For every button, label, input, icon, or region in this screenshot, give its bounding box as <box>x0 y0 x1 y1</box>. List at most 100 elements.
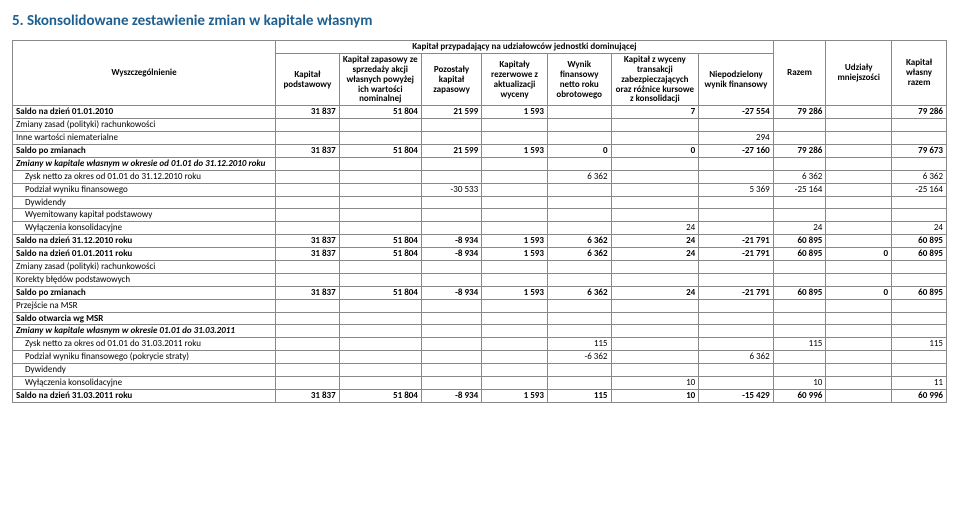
cell: 31 837 <box>276 286 340 299</box>
table-row: Zysk netto za okres od 01.01 do 31.12.20… <box>13 170 947 183</box>
cell <box>699 299 774 312</box>
cell: 1 593 <box>482 286 548 299</box>
cell <box>611 196 699 209</box>
cell <box>611 183 699 196</box>
row-label: Podział wyniku finansowego (pokrycie str… <box>13 351 276 364</box>
cell <box>547 196 611 209</box>
cell <box>421 222 481 235</box>
cell <box>699 157 774 170</box>
row-label: Zmiany zasad (polityki) rachunkowości <box>13 261 276 274</box>
cell <box>339 351 421 364</box>
cell: 1 593 <box>482 106 548 119</box>
table-row: Podział wyniku finansowego (pokrycie str… <box>13 351 947 364</box>
cell <box>339 196 421 209</box>
cell: -8 934 <box>421 248 481 261</box>
cell <box>339 261 421 274</box>
header-col-3: Pozostały kapitał zapasowy <box>421 53 481 105</box>
cell <box>826 145 892 158</box>
cell <box>547 261 611 274</box>
cell: 60 895 <box>892 235 947 248</box>
cell: 10 <box>611 389 699 402</box>
header-col-0: Wyszczególnienie <box>13 41 276 106</box>
cell <box>482 209 548 222</box>
row-label: Saldo po zmianach <box>13 145 276 158</box>
table-row: Saldo po zmianach31 83751 804-8 9341 593… <box>13 286 947 299</box>
cell <box>339 364 421 377</box>
cell: 60 895 <box>773 248 826 261</box>
row-label: Wyemitowany kapitał podstawowy <box>13 209 276 222</box>
row-label: Saldo na dzień 31.12.2010 roku <box>13 235 276 248</box>
cell: 1 593 <box>482 145 548 158</box>
cell <box>826 312 892 325</box>
cell <box>773 351 826 364</box>
cell <box>276 157 340 170</box>
cell <box>826 389 892 402</box>
cell: 0 <box>826 286 892 299</box>
cell <box>611 170 699 183</box>
cell <box>276 119 340 132</box>
cell <box>773 273 826 286</box>
cell <box>826 377 892 390</box>
cell <box>482 299 548 312</box>
table-row: Saldo na dzień 31.12.2010 roku31 83751 8… <box>13 235 947 248</box>
table-row: Saldo po zmianach31 83751 80421 5991 593… <box>13 145 947 158</box>
cell: 6 362 <box>699 351 774 364</box>
cell <box>482 196 548 209</box>
cell <box>547 325 611 338</box>
cell <box>547 106 611 119</box>
cell <box>611 299 699 312</box>
cell <box>892 299 947 312</box>
table-row: Zmiany w kapitale własnym w okresie 01.0… <box>13 325 947 338</box>
cell <box>699 273 774 286</box>
cell: 51 804 <box>339 235 421 248</box>
cell: -21 791 <box>699 248 774 261</box>
cell <box>276 209 340 222</box>
cell: 7 <box>611 106 699 119</box>
cell <box>699 338 774 351</box>
cell <box>276 377 340 390</box>
cell <box>482 351 548 364</box>
table-row: Saldo na dzień 31.03.2011 roku31 83751 8… <box>13 389 947 402</box>
header-col-4: Kapitały rezerwowe z aktualizacji wyceny <box>482 53 548 105</box>
table-row: Dywidendy <box>13 196 947 209</box>
row-label: Zysk netto za okres od 01.01 do 31.03.20… <box>13 338 276 351</box>
cell: 115 <box>892 338 947 351</box>
cell <box>547 183 611 196</box>
cell <box>339 299 421 312</box>
table-body: Saldo na dzień 01.01.201031 83751 80421 … <box>13 106 947 402</box>
cell <box>826 170 892 183</box>
cell <box>826 235 892 248</box>
table-row: Saldo na dzień 01.01.201031 83751 80421 … <box>13 106 947 119</box>
cell <box>773 261 826 274</box>
cell <box>276 351 340 364</box>
cell <box>611 209 699 222</box>
row-label: Korekty błędów podstawowych <box>13 273 276 286</box>
row-label: Inne wartości niematerialne <box>13 132 276 145</box>
cell: 0 <box>826 248 892 261</box>
cell <box>421 119 481 132</box>
cell <box>892 364 947 377</box>
cell: 21 599 <box>421 145 481 158</box>
cell <box>699 222 774 235</box>
cell <box>482 377 548 390</box>
header-col-5: Wynik finansowy netto roku obrotowego <box>547 53 611 105</box>
cell <box>773 196 826 209</box>
cell: 79 673 <box>892 145 947 158</box>
table-row: Zysk netto za okres od 01.01 do 31.03.20… <box>13 338 947 351</box>
cell <box>547 312 611 325</box>
document-title: 5. Skonsolidowane zestawienie zmian w ka… <box>12 12 947 30</box>
cell: 51 804 <box>339 145 421 158</box>
cell: -27 160 <box>699 145 774 158</box>
cell: 60 996 <box>773 389 826 402</box>
cell: 51 804 <box>339 389 421 402</box>
cell <box>773 132 826 145</box>
cell <box>826 157 892 170</box>
cell <box>773 299 826 312</box>
cell: -30 533 <box>421 183 481 196</box>
cell: 115 <box>547 389 611 402</box>
cell <box>276 170 340 183</box>
cell <box>699 312 774 325</box>
cell <box>826 209 892 222</box>
cell <box>611 273 699 286</box>
cell <box>339 209 421 222</box>
